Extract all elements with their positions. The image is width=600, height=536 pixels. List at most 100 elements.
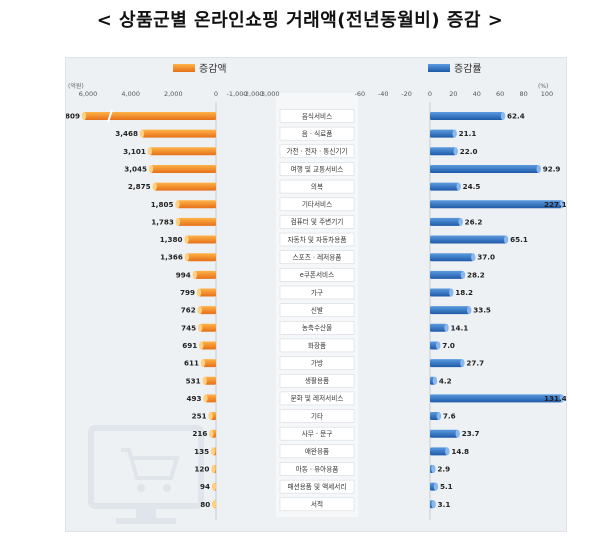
rate-value-label: 23.7 — [462, 429, 480, 438]
legend-rate-swatch — [428, 64, 450, 72]
category-label-box — [279, 479, 355, 494]
rate-value-label: 3.1 — [438, 500, 451, 509]
amount-value-label: 120 — [194, 465, 209, 474]
category-label: 농축수산물 — [302, 323, 332, 332]
amount-value-label: 7,809 — [66, 112, 80, 121]
rate-bar-cap — [436, 412, 442, 421]
category-label: 의복 — [311, 182, 323, 191]
amount-bar — [205, 394, 216, 403]
rate-bar — [430, 341, 439, 350]
amount-bar-cap — [211, 482, 217, 491]
category-label-box — [279, 268, 355, 282]
category-label-box — [279, 179, 355, 194]
amount-bar-cap — [175, 217, 181, 226]
category-label: 자동차 및 자동차용품 — [288, 235, 347, 244]
category-label: 컴퓨터 및 주변기기 — [291, 217, 344, 226]
amount-value-label: 251 — [192, 412, 207, 421]
rate-bar — [430, 200, 562, 209]
category-label-box — [279, 109, 355, 123]
rate-bar-cap — [449, 288, 454, 297]
amount-bar — [177, 200, 216, 209]
chart-panel: 증감액 증감률 (억원) (%) 6,000 4,000 2,000 0 -1,000-… — [65, 57, 567, 532]
right-tick-label: 60 — [496, 90, 504, 98]
rate-value-label: 33.5 — [473, 306, 491, 315]
amount-value-label: 80 — [200, 500, 210, 509]
rate-bar — [430, 306, 470, 315]
category-label: 아동 · 유아용품 — [296, 464, 339, 473]
amount-bar-cap — [148, 164, 154, 173]
amount-bar-cap — [81, 112, 87, 120]
rate-bar-cap — [444, 323, 449, 332]
left-tick-label: 4,000 — [121, 90, 140, 98]
category-label-box — [279, 462, 355, 476]
amount-value-label: 1,805 — [151, 200, 174, 209]
rate-value-label: 26.2 — [465, 217, 483, 226]
amount-value-label: 1,380 — [160, 235, 183, 244]
rate-value-label: 65.1 — [510, 235, 528, 244]
rate-value-label: 24.5 — [463, 182, 481, 191]
rate-bar — [430, 147, 456, 156]
left-tick-label: -2,000 — [243, 90, 264, 98]
amount-value-label: 493 — [186, 394, 201, 403]
rate-value-label: 131.4 — [544, 394, 566, 403]
rate-value-label: 227.1 — [544, 200, 566, 209]
amount-bar-cap — [211, 465, 216, 473]
category-label-box — [279, 356, 355, 370]
amount-bar-cap — [200, 359, 206, 368]
rate-bar — [430, 182, 459, 191]
category-label-box — [279, 126, 355, 141]
rate-bar — [430, 429, 458, 438]
rate-bar — [430, 129, 455, 138]
rate-value-label: 21.1 — [459, 129, 477, 138]
rate-value-label: 37.0 — [477, 253, 495, 262]
rate-bar-cap — [431, 465, 436, 473]
rate-bar — [430, 323, 447, 332]
amount-value-label: 799 — [180, 288, 195, 297]
right-bars: 62.4 21.1 22.0 92.9 24.5 227.1 26.2 65.1 37.0 28.… — [430, 112, 566, 509]
legend-rate: 증감률 — [428, 63, 482, 75]
rate-bar-cap — [460, 359, 465, 368]
rate-bar — [430, 270, 463, 279]
amount-value-label: 3,101 — [123, 147, 146, 156]
legend-amount-label: 증감액 — [199, 63, 227, 75]
rate-value-label: 4.2 — [439, 376, 452, 385]
amount-value-label: 762 — [181, 306, 196, 315]
left-tick-label: -3,000 — [259, 90, 280, 98]
category-label-box — [279, 144, 355, 159]
amount-value-label: 994 — [176, 270, 191, 279]
rate-bar — [430, 217, 461, 226]
amount-value-label: 2,875 — [128, 182, 151, 191]
category-label: 신발 — [311, 305, 323, 314]
amount-bar-cap — [197, 306, 202, 315]
amount-bar — [194, 270, 216, 279]
amount-bar-cap — [192, 270, 197, 279]
rate-value-label: 28.2 — [467, 270, 485, 279]
amount-value-label: 1,783 — [151, 217, 174, 226]
category-label-box — [279, 338, 355, 353]
amount-bar-cap — [210, 447, 216, 456]
legend-amount-swatch — [173, 64, 195, 72]
category-label-box — [279, 162, 355, 176]
category-label: 스포츠 · 레저용품 — [293, 253, 342, 262]
rate-value-label: 5.1 — [440, 482, 453, 491]
amount-bar-cap — [147, 147, 153, 156]
rate-bar-cap — [452, 129, 457, 138]
right-tick-label: -60 — [354, 90, 365, 98]
right-tick-label: 40 — [473, 90, 481, 98]
page-title: < 상품군별 온라인쇼핑 거래액(전년동월비) 증감 > — [96, 10, 504, 31]
rate-value-label: 14.8 — [451, 447, 469, 456]
left-tick-label: 2,000 — [164, 90, 183, 98]
amount-value-label: 531 — [186, 376, 201, 385]
category-label-box — [279, 285, 355, 300]
category-label: 여행 및 교통서비스 — [291, 164, 344, 173]
rate-bar-cap — [433, 482, 439, 491]
category-label: 가구 — [311, 288, 323, 297]
right-tick-label: 20 — [449, 90, 457, 98]
amount-bar-cap — [212, 500, 217, 509]
rate-bar-cap — [458, 217, 463, 226]
amount-bar-cap — [139, 129, 145, 138]
category-label: 기타서비스 — [302, 200, 332, 209]
amount-value-label: 745 — [181, 323, 196, 332]
rate-bar-cap — [445, 447, 450, 456]
